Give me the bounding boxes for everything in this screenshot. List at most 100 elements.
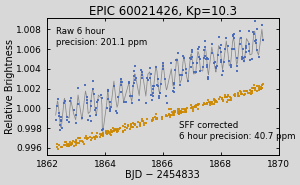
Point [258,88,263,91]
Point [178,84,182,87]
Point [218,96,222,99]
Point [106,131,111,134]
Point [198,69,203,72]
Point [98,133,103,136]
Point [251,32,256,35]
Point [208,101,212,104]
Text: Raw 6 hour
precision: 201.1 ppm: Raw 6 hour precision: 201.1 ppm [56,27,148,47]
Point [205,63,209,66]
Point [205,101,209,104]
Point [194,61,199,64]
Point [209,51,214,54]
Point [260,87,264,90]
Point [84,138,89,141]
Point [128,125,133,128]
Point [103,132,108,135]
Point [108,131,113,134]
Point [140,73,145,76]
Point [214,67,218,70]
Point [195,104,200,107]
Point [226,45,230,48]
Point [168,116,172,119]
Point [177,112,182,115]
Point [237,30,242,33]
Point [132,75,137,78]
Point [214,65,218,68]
Point [59,126,64,129]
Point [226,95,231,98]
Point [171,114,176,117]
Point [155,77,160,80]
Point [239,58,244,61]
Point [107,131,112,134]
Point [164,115,169,118]
Point [187,56,192,59]
Point [192,105,197,108]
Point [249,90,254,93]
Point [182,111,187,114]
Point [150,119,155,122]
Point [98,134,103,137]
Point [57,115,62,118]
Point [216,53,220,56]
Point [204,102,209,105]
Point [194,105,198,108]
Point [67,145,72,148]
Point [140,71,144,74]
Point [112,129,117,132]
Point [105,97,110,100]
Point [68,97,73,100]
Point [72,144,76,147]
Point [113,129,118,132]
Point [99,93,104,96]
Point [128,122,133,125]
Point [212,99,217,102]
Point [83,135,88,138]
Point [83,83,88,86]
Point [246,91,251,94]
Point [159,116,164,119]
Point [196,48,200,51]
Point [243,55,248,58]
Point [249,90,254,93]
Point [231,34,236,37]
Point [189,56,194,59]
Point [85,95,89,98]
Point [232,93,236,96]
Point [62,143,67,146]
Point [170,110,175,113]
Point [159,116,164,119]
Point [107,133,112,136]
Point [220,100,225,103]
Point [231,33,236,36]
Point [67,121,71,124]
Point [88,138,93,141]
Point [86,118,91,121]
Point [180,54,185,57]
Point [230,47,235,50]
Point [73,141,77,144]
Point [70,140,75,143]
Point [206,78,210,80]
Point [260,86,265,89]
Point [232,47,237,50]
Point [62,99,67,102]
Point [252,20,257,23]
Point [249,92,254,95]
Point [89,100,94,103]
Point [188,107,193,110]
Point [251,86,256,89]
Point [181,108,186,111]
Point [246,29,251,32]
Point [172,110,177,113]
Point [171,112,176,115]
Point [214,100,218,103]
Point [154,117,159,120]
Point [167,113,172,116]
Point [250,92,254,95]
Point [209,100,214,103]
Point [145,118,149,121]
Point [119,81,124,84]
Point [151,88,156,90]
Point [157,92,162,95]
